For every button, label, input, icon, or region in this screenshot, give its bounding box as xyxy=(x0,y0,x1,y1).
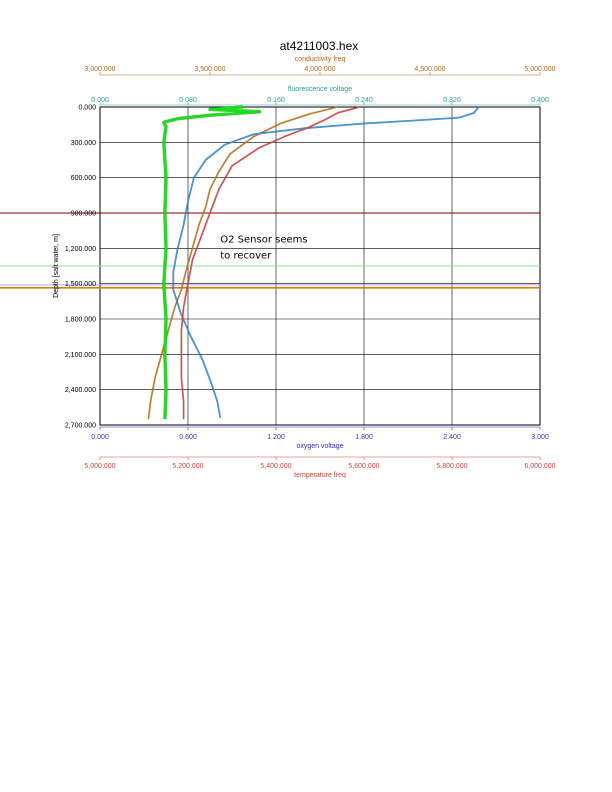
axis-tick-label: 5,000.000 xyxy=(84,463,115,470)
series-line-fluorescence xyxy=(162,105,261,420)
axis-tick-label: 0.240 xyxy=(355,97,373,104)
annotation-line2: to recover xyxy=(220,250,272,261)
axes: 0.000 300.000 600.000 900.000 1,200.000 1,500… xyxy=(53,56,556,479)
y-tick-label: 300.000 xyxy=(71,140,96,147)
axis-tick-label: 0.320 xyxy=(443,97,461,104)
axis-tick-label: 3,500.000 xyxy=(194,66,225,73)
axis-tick-label: 5,800.000 xyxy=(436,463,467,470)
axis-label: conductivity freq xyxy=(295,56,346,63)
axis-tick-label: 0.600 xyxy=(179,434,197,441)
series-shadow-oxygen xyxy=(172,106,480,419)
axis-tick-label: 5,200.000 xyxy=(172,463,203,470)
axis-tick-label: 0.000 xyxy=(91,434,109,441)
reference-lines xyxy=(0,212,540,289)
y-axis-label: Depth [salt water, m] xyxy=(53,234,60,298)
y-tick-label: 600.000 xyxy=(71,175,96,182)
y-tick-label: 1,800.000 xyxy=(65,317,96,324)
series-line-oxygen xyxy=(172,106,479,418)
y-tick-label: 2,400.000 xyxy=(65,387,96,394)
y-tick-label: 900.000 xyxy=(71,211,96,218)
series-line-conductivity xyxy=(147,106,338,420)
axis-tick-label: 1.800 xyxy=(355,434,373,441)
axis-tick-label: 5,400.000 xyxy=(260,463,291,470)
data-series xyxy=(147,105,480,420)
axis-tick-label: 4,000.000 xyxy=(304,66,335,73)
y-tick-label: 2,100.000 xyxy=(65,352,96,359)
axis-label: temperature freq xyxy=(294,472,346,479)
axis-label: oxygen voltage xyxy=(296,443,343,450)
axis-tick-label: 0.000 xyxy=(91,97,109,104)
axis-tick-label: 6,000.000 xyxy=(524,463,555,470)
y-tick-label: 1,500.000 xyxy=(65,281,96,288)
y-tick-label: 2,700.000 xyxy=(65,423,96,430)
axis-tick-label: 5,600.000 xyxy=(348,463,379,470)
series-shadow-conductivity xyxy=(147,106,338,420)
axis-tick-label: 0.160 xyxy=(267,97,285,104)
axis-tick-label: 1.200 xyxy=(267,434,285,441)
axis-tick-label: 0.400 xyxy=(531,97,549,104)
chart-title: at4211003.hex xyxy=(280,39,359,53)
axis-label: fluorescence voltage xyxy=(288,86,352,93)
axis-tick-label: 3,000.000 xyxy=(84,66,115,73)
y-tick-label: 1,200.000 xyxy=(65,246,96,253)
axis-tick-label: 0.080 xyxy=(179,97,197,104)
series-line-temperature xyxy=(180,106,360,420)
axis-tick-label: 4,500.000 xyxy=(414,66,445,73)
axis-tick-label: 3.000 xyxy=(531,434,549,441)
axis-tick-label: 5,000.000 xyxy=(524,66,555,73)
annotation-line1: O2 Sensor seems xyxy=(220,234,307,245)
series-shadow-fluorescence xyxy=(162,105,262,420)
axis-tick-label: 2.400 xyxy=(443,434,461,441)
y-tick-label: 0.000 xyxy=(78,105,96,112)
